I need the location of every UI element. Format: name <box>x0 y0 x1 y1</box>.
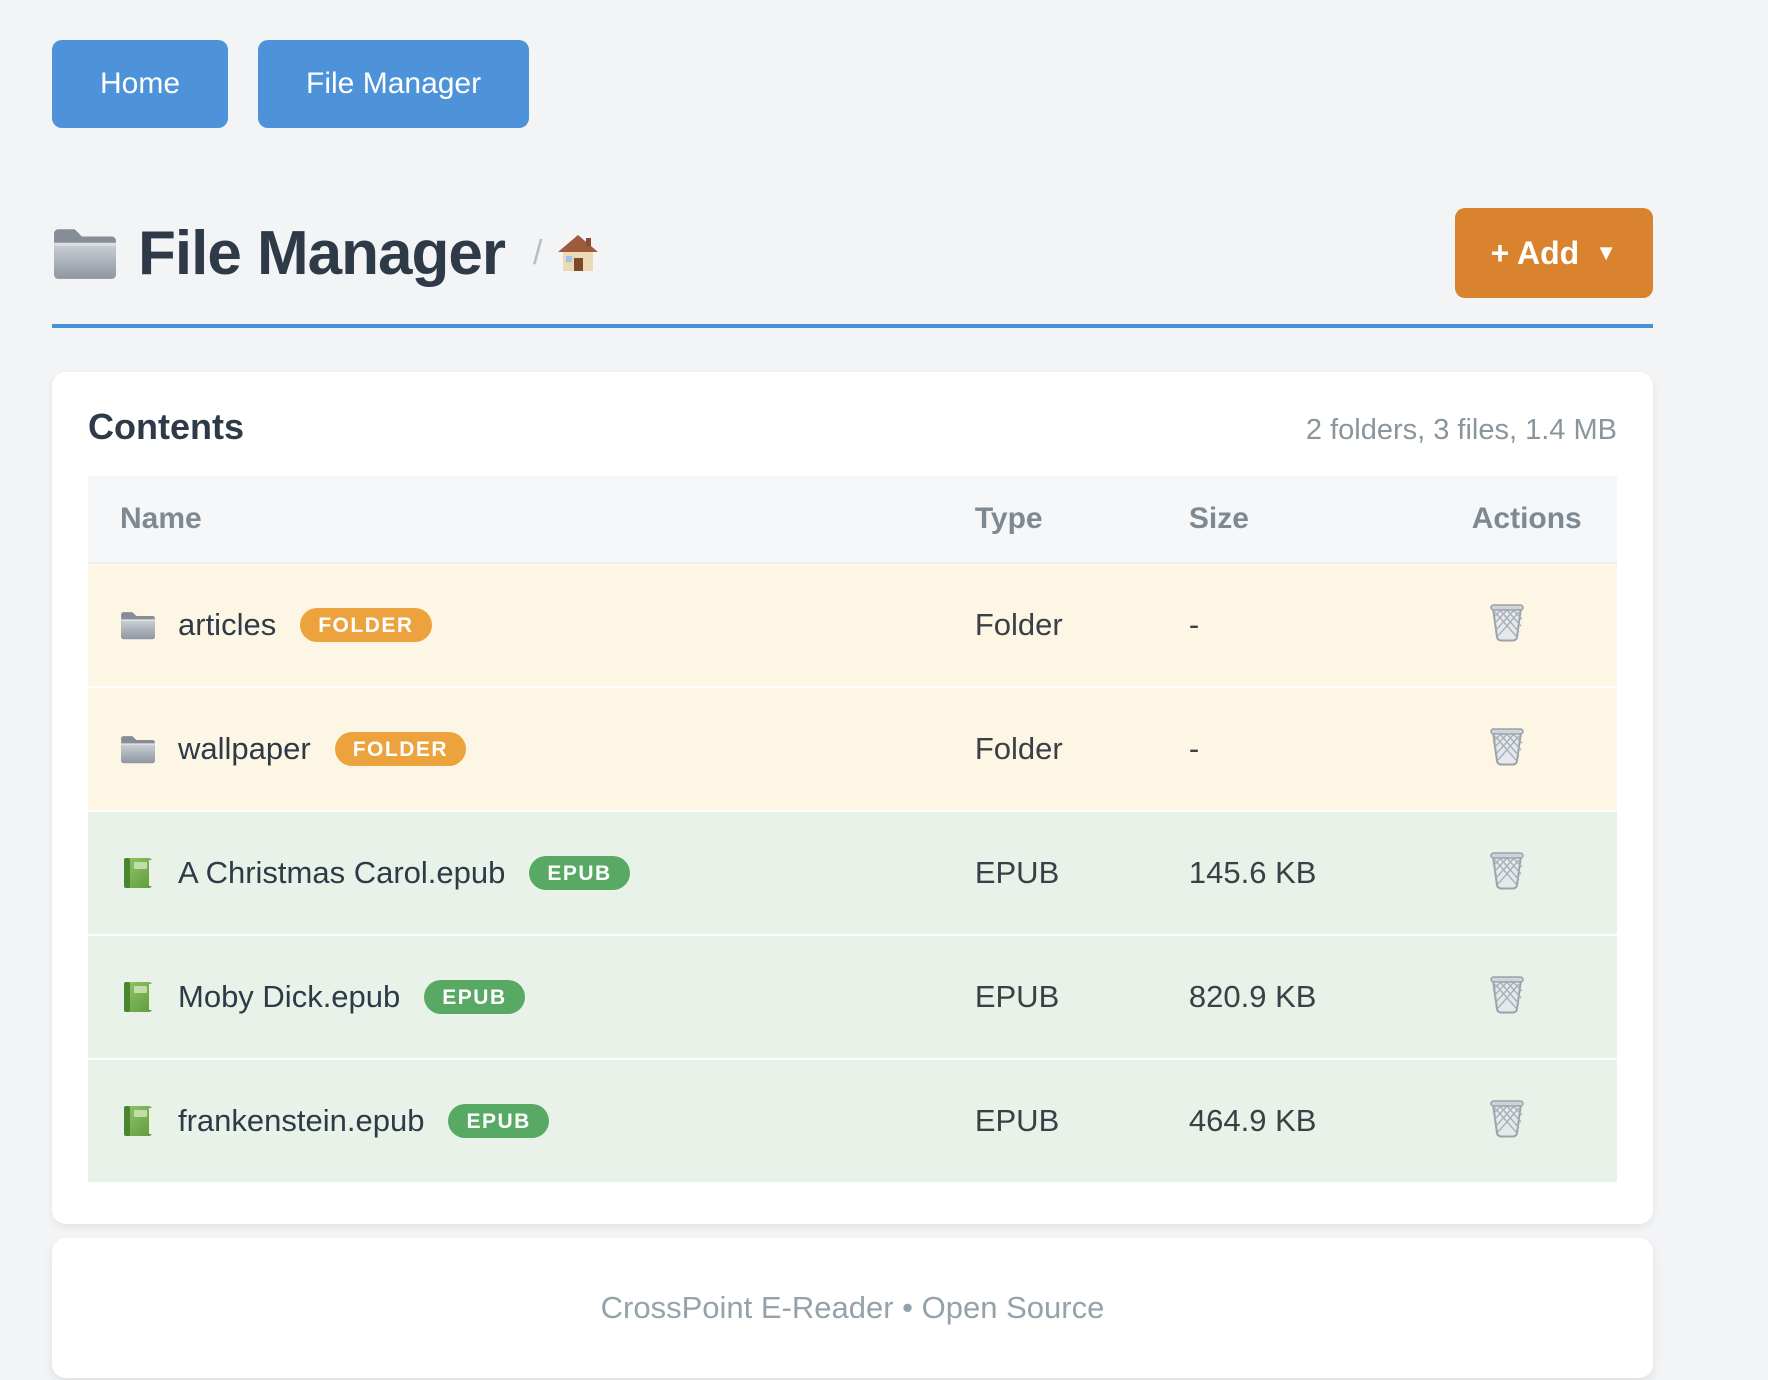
table-row: Moby Dick.epub EPUB EPUB 820.9 KB <box>88 935 1617 1060</box>
type-cell: EPUB <box>974 1059 1189 1184</box>
page-header: File Manager / + Add ▼ <box>52 208 1653 298</box>
top-nav: Home File Manager <box>52 0 1653 128</box>
size-cell: 464.9 KB <box>1188 1059 1472 1184</box>
table-row: articles FOLDER Folder - <box>88 563 1617 688</box>
contents-table-body: articles FOLDER Folder - wallpaper FOLDE… <box>88 563 1617 1184</box>
type-badge: FOLDER <box>300 608 432 642</box>
file-manager-button[interactable]: File Manager <box>258 40 530 128</box>
file-name[interactable]: frankenstein.epub <box>178 1103 425 1138</box>
name-cell: articles FOLDER <box>88 607 975 643</box>
column-header-name: Name <box>88 476 975 564</box>
contents-summary: 2 folders, 3 files, 1.4 MB <box>1305 414 1617 446</box>
name-cell: frankenstein.epub EPUB <box>88 1103 975 1139</box>
name-cell: wallpaper FOLDER <box>88 731 975 767</box>
delete-button[interactable] <box>1488 1096 1526 1138</box>
page-title: File Manager <box>138 218 506 288</box>
title-group: File Manager <box>52 218 506 289</box>
trash-icon <box>1489 852 1524 890</box>
size-cell: 820.9 KB <box>1188 935 1472 1060</box>
book-icon <box>124 1106 152 1136</box>
files-table: Name Type Size Actions articles FOLDER F… <box>88 476 1617 1184</box>
type-badge: EPUB <box>529 856 630 890</box>
contents-card: Contents 2 folders, 3 files, 1.4 MB Name… <box>52 372 1653 1224</box>
file-name[interactable]: Moby Dick.epub <box>178 979 401 1014</box>
folder-icon <box>54 229 116 279</box>
footer: CrossPoint E-Reader • Open Source <box>52 1238 1653 1378</box>
file-name[interactable]: articles <box>178 607 277 642</box>
title-divider <box>52 324 1653 328</box>
contents-title: Contents <box>88 406 244 447</box>
add-button-label: + Add <box>1490 234 1580 271</box>
table-row: A Christmas Carol.epub EPUB EPUB 145.6 K… <box>88 811 1617 936</box>
delete-button[interactable] <box>1488 848 1526 890</box>
type-cell: EPUB <box>974 935 1189 1060</box>
size-cell: - <box>1188 687 1472 812</box>
breadcrumb: / <box>533 233 600 273</box>
table-row: wallpaper FOLDER Folder - <box>88 687 1617 812</box>
size-cell: - <box>1188 563 1472 688</box>
delete-button[interactable] <box>1488 600 1526 642</box>
type-badge: EPUB <box>448 1104 549 1138</box>
files-table-head: Name Type Size Actions <box>88 476 1617 564</box>
type-badge: FOLDER <box>334 732 467 766</box>
book-icon <box>124 982 152 1012</box>
folder-icon <box>121 736 155 764</box>
delete-button[interactable] <box>1488 724 1526 766</box>
home-button[interactable]: Home <box>52 40 229 128</box>
name-cell: A Christmas Carol.epub EPUB <box>88 855 975 891</box>
page-container: Home File Manager File Manager / + Add ▼… <box>52 0 1653 1378</box>
name-cell: Moby Dick.epub EPUB <box>88 979 975 1015</box>
trash-icon <box>1489 1100 1524 1138</box>
folder-icon <box>121 612 155 640</box>
type-badge: EPUB <box>424 980 525 1014</box>
delete-button[interactable] <box>1488 972 1526 1014</box>
chevron-down-icon: ▼ <box>1595 240 1617 265</box>
column-header-actions: Actions <box>1471 476 1617 564</box>
contents-header: Contents 2 folders, 3 files, 1.4 MB <box>88 406 1617 448</box>
add-button[interactable]: + Add ▼ <box>1454 208 1653 298</box>
trash-icon <box>1489 976 1524 1014</box>
breadcrumb-separator: / <box>533 233 543 272</box>
trash-icon <box>1489 728 1524 766</box>
table-row: frankenstein.epub EPUB EPUB 464.9 KB <box>88 1059 1617 1184</box>
column-header-type: Type <box>974 476 1189 564</box>
type-cell: Folder <box>974 687 1189 812</box>
file-name[interactable]: wallpaper <box>178 731 311 766</box>
house-icon[interactable] <box>556 233 600 273</box>
column-header-size: Size <box>1188 476 1472 564</box>
type-cell: Folder <box>974 563 1189 688</box>
trash-icon <box>1489 604 1524 642</box>
type-cell: EPUB <box>974 811 1189 936</box>
file-name[interactable]: A Christmas Carol.epub <box>178 855 506 890</box>
size-cell: 145.6 KB <box>1188 811 1472 936</box>
footer-text: CrossPoint E-Reader • Open Source <box>600 1290 1105 1325</box>
book-icon <box>124 858 152 888</box>
